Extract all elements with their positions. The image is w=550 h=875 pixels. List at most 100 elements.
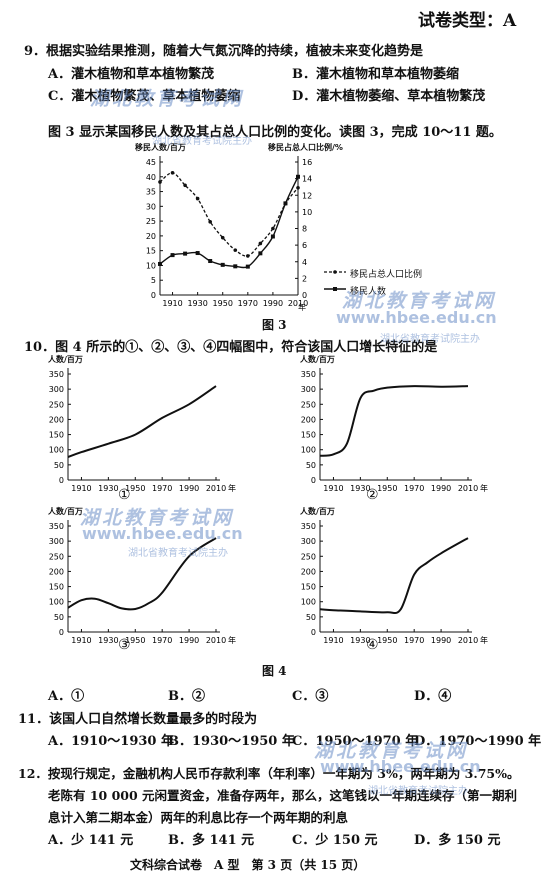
- q9-option-d: D．灌木植物萎缩、草本植物繁茂: [292, 89, 486, 104]
- panel-xtick-label: 2010: [458, 636, 478, 645]
- watermark-url-2: www.hbee.edu.cn: [336, 308, 497, 327]
- panel1-label: ①: [118, 487, 131, 503]
- q12-option-a: A．少 141 元: [48, 833, 134, 848]
- fig3-series-count-line: [159, 176, 299, 269]
- fig3-x-suffix: 年: [298, 303, 306, 312]
- legend-count-label: 移民人数: [350, 287, 387, 297]
- panel-xtick-label: 1930: [350, 484, 370, 493]
- fig3-count-point: [208, 259, 213, 264]
- watermark-url-3: www.hbee.edu.cn: [82, 524, 243, 543]
- panel-population-line: [67, 537, 217, 611]
- panel-population-line: [67, 385, 217, 458]
- fig4-panel-1: 0 50 100 150 200 250 300 350 1910 1930 1950 1970 199…: [49, 368, 236, 493]
- panel1-ylabel: 人数/百万: [48, 355, 83, 364]
- fig3-ytick-right-label: 14: [302, 175, 312, 184]
- watermark-name-1: 湖北教育考试网: [90, 88, 245, 110]
- fig3-ratio-point: [258, 241, 263, 246]
- fig3-ytick-left-label: 10: [146, 261, 156, 270]
- fig3-xtick-label: 1970: [238, 299, 258, 308]
- panel2-ylabel: 人数/百万: [300, 355, 335, 364]
- paper-type: 试卷类型：A: [418, 11, 517, 31]
- panel-ytick-label: 300: [301, 385, 316, 394]
- panel-ytick-label: 300: [49, 537, 64, 546]
- q11-option-a: A．1910～1930 年: [48, 734, 174, 749]
- panel-ytick-label: 0: [59, 628, 64, 637]
- fig3-count-point: [258, 251, 263, 256]
- fig3-ytick-right-label: 6: [302, 241, 307, 250]
- q11-option-c: C．1950～1970 年: [292, 734, 419, 749]
- panel-ytick-label: 250: [301, 400, 316, 409]
- fig4-caption: 图 4: [262, 664, 287, 678]
- fig3-ratio-point: [158, 180, 162, 184]
- watermark-name-3: 湖北教育考试网: [80, 507, 235, 529]
- panel-ytick-label: 150: [49, 431, 64, 440]
- fig3-count-point: [220, 262, 225, 267]
- panel-ytick-label: 100: [301, 446, 316, 455]
- fig4-panel-3: 0 50 100 150 200 250 300 350 1910 1930 1950 1970 199…: [49, 520, 236, 645]
- panel-ytick-label: 50: [54, 613, 64, 622]
- watermark-name-2: 湖北教育考试网: [342, 290, 497, 312]
- fig3-ytick-right-label: 2: [302, 274, 307, 283]
- panel-xtick-label: 1970: [152, 636, 172, 645]
- panel-ytick-label: 250: [49, 400, 64, 409]
- panel-xtick-label: 1910: [323, 636, 343, 645]
- legend-ratio-marker: [333, 270, 337, 274]
- q11-option-b: B．1930～1950 年: [168, 734, 295, 749]
- fig3-xtick-label: 1910: [162, 299, 182, 308]
- panel-ytick-label: 350: [301, 370, 316, 379]
- fig3-ytick-left-label: 45: [146, 158, 156, 167]
- fig3-xtick-label: 2010: [288, 299, 308, 308]
- watermark-org-2: 湖北省教育考试院主办: [380, 334, 480, 345]
- panel-xtick-label: 1990: [431, 484, 451, 493]
- q9-stem: 9．根据实验结果推测，随着大气氮沉降的持续，植被未来变化趋势是: [24, 44, 424, 59]
- legend-count-marker: [333, 287, 337, 291]
- panel-ytick-label: 150: [49, 583, 64, 592]
- fig3-ytick-right-label: 16: [302, 158, 312, 167]
- q12-option-c: C．少 150 元: [292, 833, 378, 848]
- fig3-count-point: [183, 251, 188, 256]
- panel3-ylabel: 人数/百万: [48, 507, 83, 516]
- panel-ytick-label: 100: [49, 598, 64, 607]
- fig3-series-ratio-line: [159, 172, 299, 257]
- fig3-ytick-left-label: 25: [146, 217, 156, 226]
- panel-x-suffix: 年: [480, 483, 488, 493]
- panel-x-suffix: 年: [480, 635, 488, 645]
- fig3-ytick-left-label: 30: [146, 202, 156, 211]
- legend-ratio-label: 移民占总人口比例: [350, 270, 423, 280]
- fig3-ratio-point: [208, 220, 212, 224]
- panel-xtick-label: 2010: [458, 484, 478, 493]
- fig3-xtick-label: 1950: [213, 299, 233, 308]
- fig3-ytick-left-label: 40: [146, 173, 156, 182]
- fig3-ratio-point: [183, 183, 187, 188]
- watermark-org-1: 湖北省教育考试院主办: [152, 136, 252, 147]
- fig3-ratio-point: [170, 171, 175, 175]
- panel-xtick-label: 1930: [350, 636, 370, 645]
- fig3-ytick-right-label: 8: [302, 225, 307, 234]
- fig3-ratio-point: [246, 254, 250, 258]
- fig3-ytick-right-label: 0: [302, 291, 307, 300]
- q10-stem: 10．图 4 所示的①、②、③、④四幅图中，符合该国人口增长特征的是: [24, 340, 438, 355]
- watermark-url-4: www.hbee.edu.cn: [320, 757, 481, 776]
- panel-ytick-label: 200: [49, 567, 64, 576]
- q9-option-a: A．灌木植物和草本植物繁茂: [48, 67, 215, 82]
- panel-ytick-label: 350: [49, 370, 64, 379]
- q10-option-c: C．③: [292, 689, 329, 704]
- panel-xtick-label: 2010: [206, 636, 226, 645]
- q10-option-b: B．②: [168, 689, 205, 704]
- panel4-ylabel: 人数/百万: [300, 507, 335, 516]
- fig3-ratio-point: [296, 185, 300, 190]
- fig3-caption: 图 3: [262, 318, 287, 332]
- panel-xtick-label: 1930: [98, 636, 118, 645]
- watermark-org-4: 湖北省教育考试院主办: [368, 786, 468, 797]
- panel-x-suffix: 年: [228, 483, 236, 493]
- fig3-ylabel-left: 移民人数/百万: [135, 143, 186, 152]
- fig3-count-point: [158, 261, 162, 266]
- panel-ytick-label: 100: [49, 446, 64, 455]
- fig4-panel-4: 0 50 100 150 200 250 300 350 1910 1930 1950 1970 199…: [301, 520, 488, 645]
- q11-option-d: D．1970～1990 年: [414, 734, 542, 749]
- panel-ytick-label: 50: [54, 461, 64, 470]
- panel-ytick-label: 50: [306, 613, 316, 622]
- fig3-ratio-point: [271, 226, 275, 231]
- q10-option-a: A．①: [48, 689, 85, 704]
- panel-xtick-label: 1950: [125, 636, 145, 645]
